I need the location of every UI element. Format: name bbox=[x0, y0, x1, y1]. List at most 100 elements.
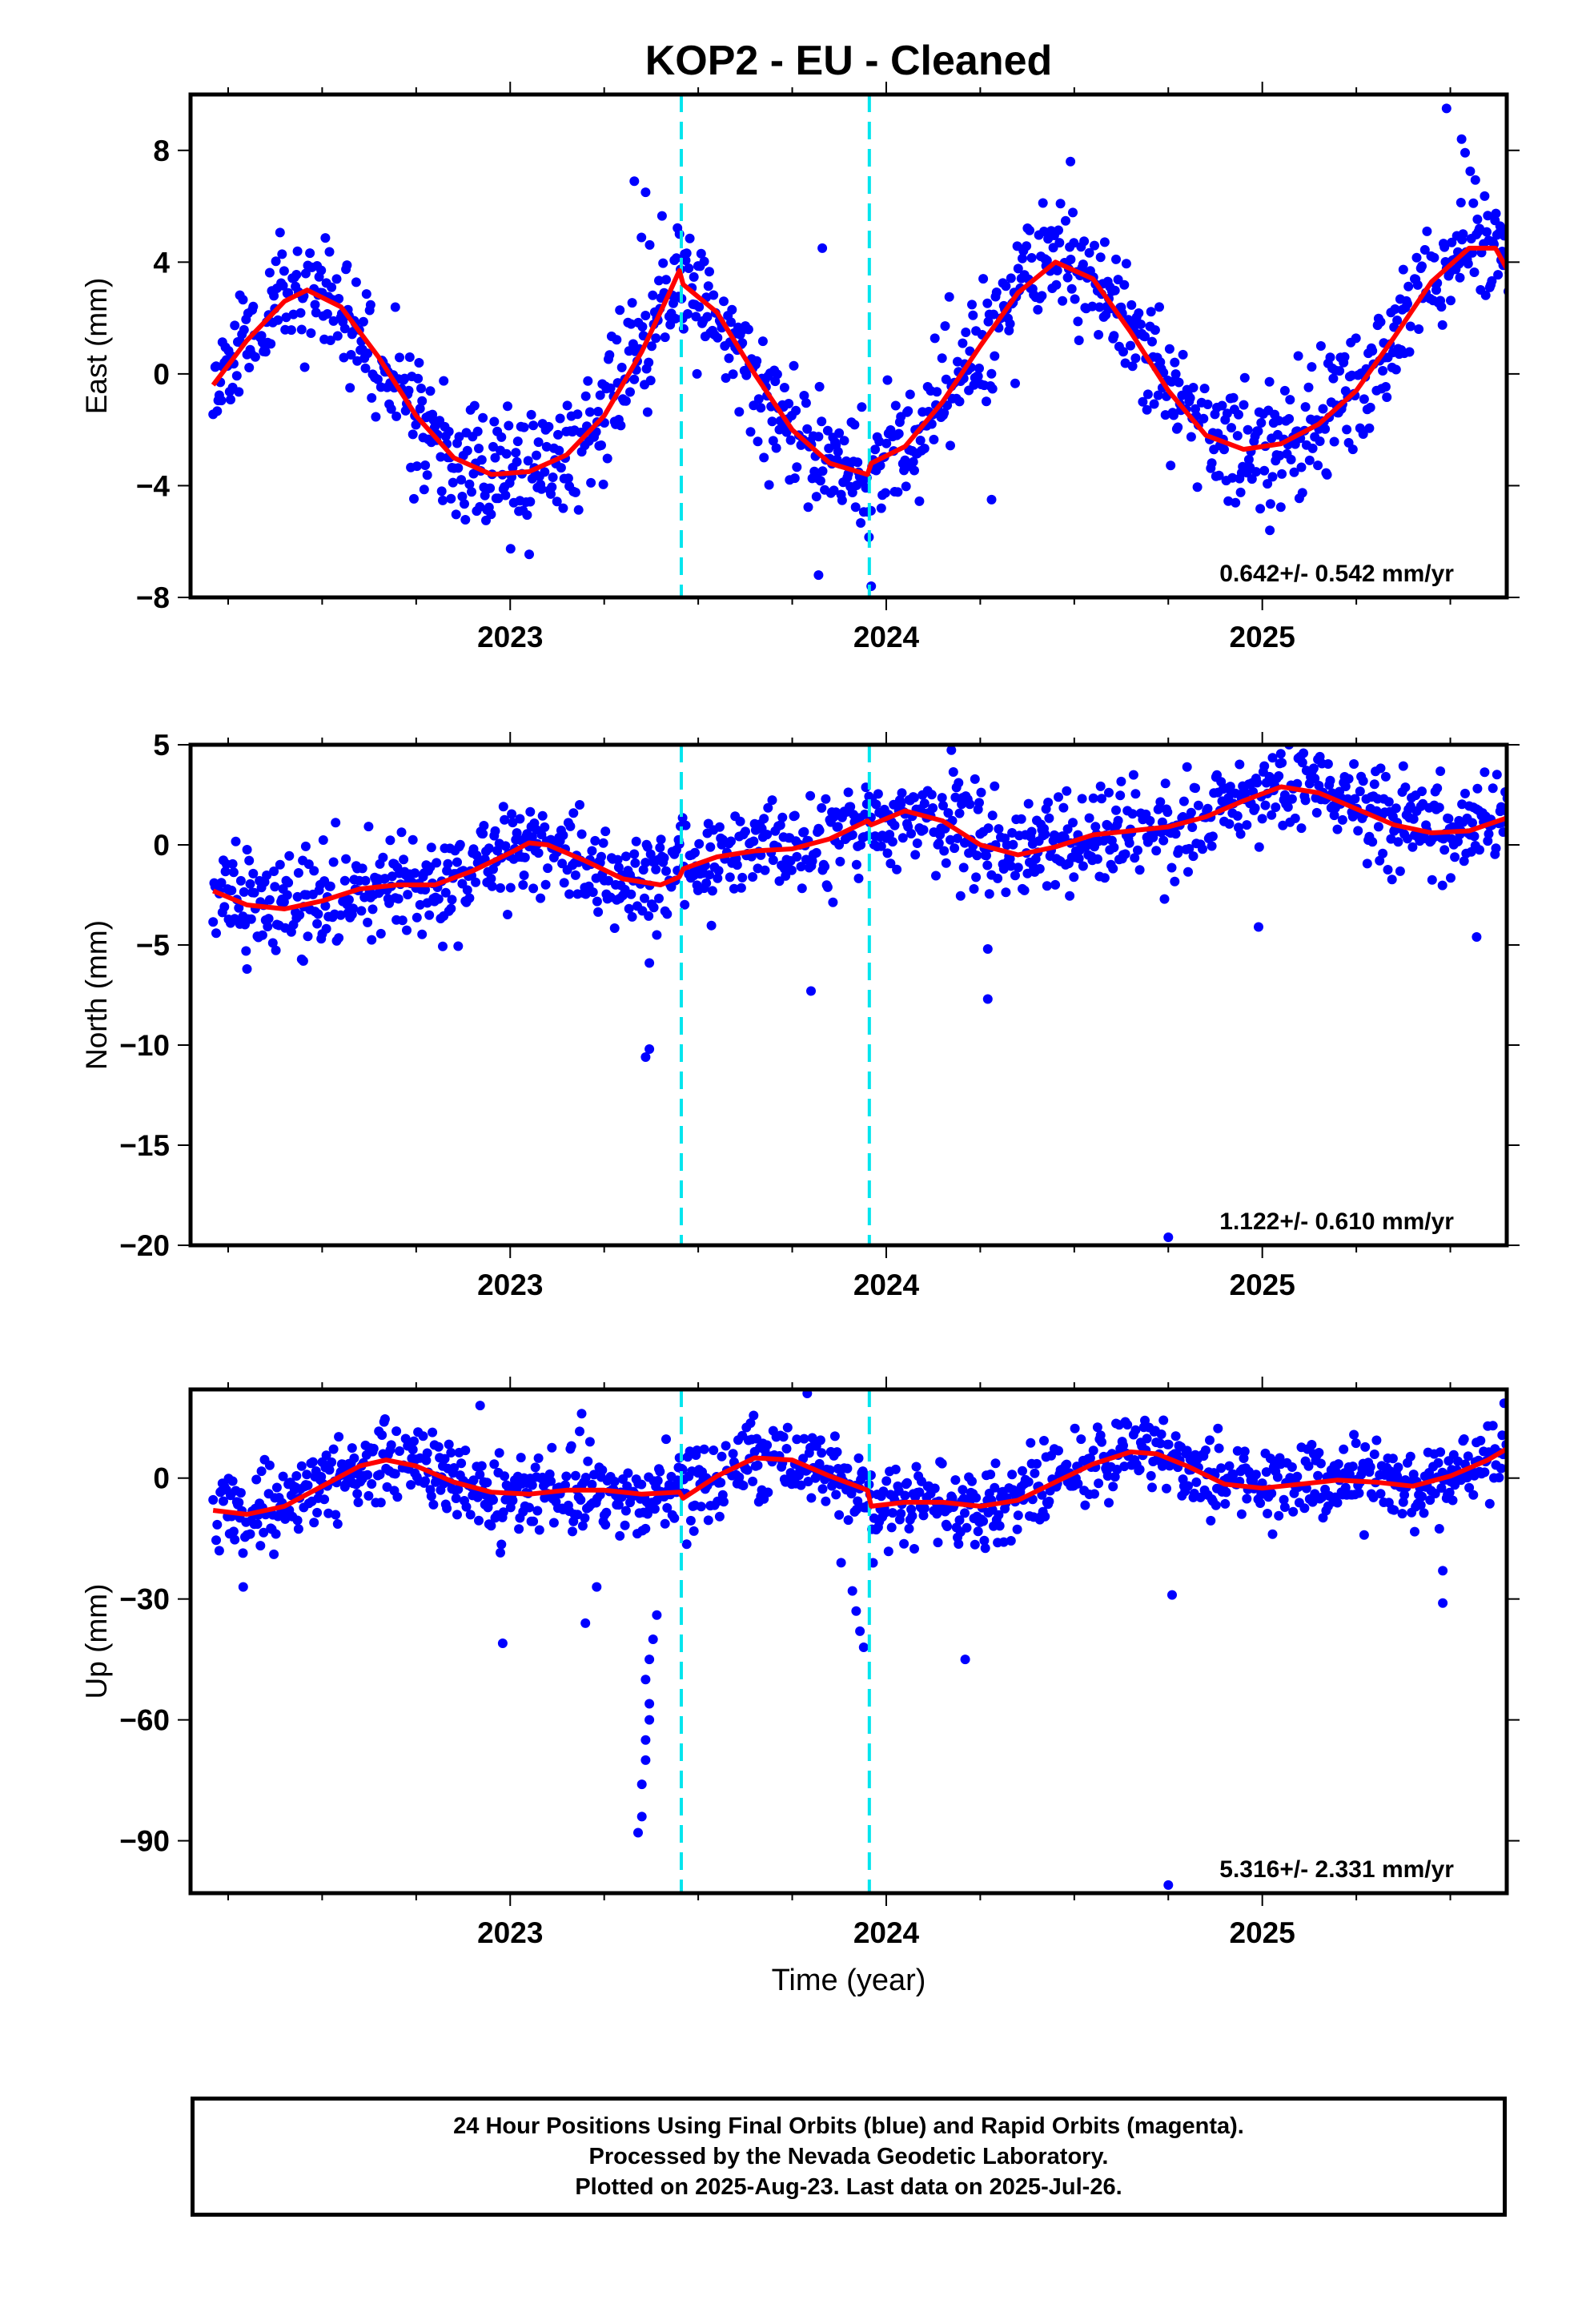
data-point bbox=[1508, 296, 1517, 306]
data-point bbox=[1468, 1490, 1479, 1500]
data-point bbox=[1006, 861, 1016, 871]
data-point bbox=[592, 896, 602, 907]
outlier-point bbox=[576, 1409, 587, 1419]
data-point bbox=[1512, 1437, 1521, 1447]
data-point bbox=[1016, 814, 1026, 824]
data-point bbox=[500, 1471, 510, 1482]
data-point bbox=[588, 887, 598, 898]
data-point bbox=[327, 282, 337, 292]
data-point bbox=[1013, 263, 1023, 274]
data-point bbox=[293, 868, 303, 878]
data-point bbox=[449, 1463, 460, 1473]
data-point bbox=[784, 399, 794, 408]
y-tick-label: −15 bbox=[119, 1129, 170, 1162]
data-point bbox=[847, 488, 857, 497]
data-point bbox=[918, 1510, 929, 1521]
data-point bbox=[905, 389, 915, 400]
data-point bbox=[1121, 259, 1131, 269]
data-point bbox=[1516, 835, 1525, 845]
data-point bbox=[1300, 402, 1311, 412]
data-point bbox=[1283, 802, 1293, 812]
data-point bbox=[853, 1453, 864, 1463]
data-point bbox=[982, 850, 991, 861]
data-point bbox=[1458, 229, 1468, 239]
data-point bbox=[749, 836, 759, 846]
data-point bbox=[527, 1480, 537, 1490]
data-point bbox=[211, 928, 221, 939]
data-point bbox=[402, 925, 412, 935]
data-point bbox=[604, 350, 615, 360]
x-tick-label: 2023 bbox=[477, 621, 543, 653]
data-point bbox=[962, 1522, 972, 1533]
data-point bbox=[1296, 462, 1307, 472]
data-point bbox=[1013, 862, 1023, 873]
data-point bbox=[1412, 279, 1423, 290]
data-point bbox=[1375, 763, 1386, 774]
data-point bbox=[873, 789, 883, 799]
data-point bbox=[968, 310, 978, 320]
data-point bbox=[235, 1488, 246, 1498]
data-point bbox=[1128, 770, 1138, 780]
data-point bbox=[1247, 474, 1257, 485]
data-point bbox=[1160, 778, 1170, 789]
data-point bbox=[1174, 845, 1184, 855]
data-point bbox=[644, 239, 655, 250]
caption-line: Processed by the Nevada Geodetic Laborat… bbox=[588, 2144, 1109, 2169]
data-point bbox=[1260, 800, 1271, 810]
data-point bbox=[284, 850, 295, 861]
data-point bbox=[1130, 1425, 1141, 1435]
data-point bbox=[596, 440, 606, 450]
data-point bbox=[900, 1490, 910, 1501]
data-point bbox=[1390, 304, 1400, 314]
data-point bbox=[1349, 759, 1359, 769]
data-point bbox=[316, 265, 327, 275]
data-point bbox=[580, 889, 591, 899]
data-point bbox=[576, 829, 587, 839]
data-point bbox=[972, 850, 982, 861]
data-point bbox=[1087, 301, 1098, 312]
data-point bbox=[378, 852, 388, 862]
data-point bbox=[536, 893, 546, 903]
data-point bbox=[1214, 470, 1224, 480]
outlier-point bbox=[802, 1389, 813, 1398]
data-point bbox=[1470, 175, 1480, 185]
data-point bbox=[1062, 824, 1073, 834]
data-point bbox=[536, 484, 547, 494]
data-point bbox=[1517, 242, 1527, 251]
data-point bbox=[636, 232, 647, 243]
data-point bbox=[1052, 265, 1062, 275]
data-point bbox=[1450, 852, 1460, 862]
data-point bbox=[1140, 332, 1150, 342]
data-point bbox=[1239, 372, 1250, 383]
data-point bbox=[771, 443, 781, 453]
data-point bbox=[897, 788, 907, 798]
data-point bbox=[564, 889, 575, 899]
data-point bbox=[271, 1529, 281, 1539]
outlier-point bbox=[640, 1052, 651, 1062]
data-point bbox=[1304, 725, 1314, 734]
data-point bbox=[1023, 1477, 1034, 1487]
data-point bbox=[837, 495, 847, 505]
data-point bbox=[1130, 789, 1141, 799]
data-point bbox=[244, 363, 255, 372]
data-point bbox=[487, 881, 497, 891]
data-point bbox=[612, 854, 623, 865]
data-point bbox=[593, 407, 604, 416]
data-point bbox=[348, 903, 359, 914]
data-point bbox=[701, 878, 712, 888]
data-point bbox=[1026, 253, 1037, 263]
data-point bbox=[1066, 255, 1076, 264]
data-point bbox=[328, 316, 339, 326]
data-point bbox=[557, 858, 568, 869]
data-point bbox=[832, 1447, 842, 1458]
data-point bbox=[829, 1431, 840, 1441]
data-point bbox=[273, 315, 283, 325]
data-point bbox=[1391, 803, 1401, 814]
data-point bbox=[843, 787, 853, 798]
data-point bbox=[1166, 460, 1176, 471]
data-point bbox=[367, 392, 377, 403]
data-point bbox=[451, 509, 461, 520]
data-point bbox=[1228, 392, 1239, 403]
data-point bbox=[395, 352, 404, 363]
data-point bbox=[669, 298, 678, 308]
